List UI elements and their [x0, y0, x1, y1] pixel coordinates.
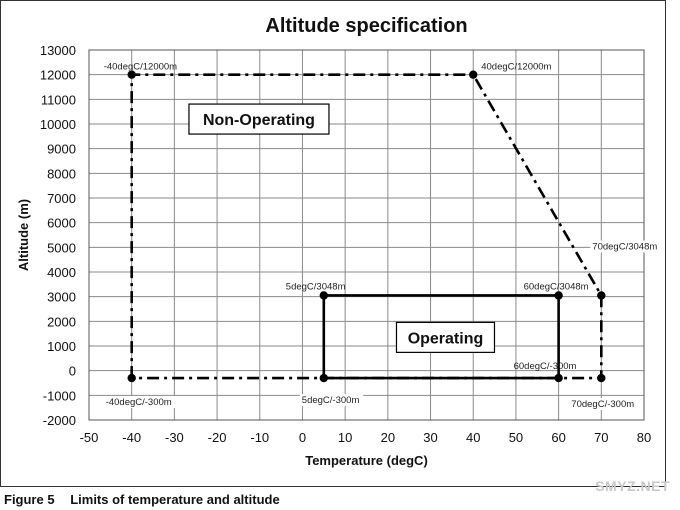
data-point-marker: [597, 291, 606, 300]
watermark: SMYZ.NET: [595, 478, 670, 494]
point-label: -40degC/12000m: [104, 62, 177, 73]
point-label-background: [299, 394, 364, 407]
y-tick-label: 4000: [47, 265, 76, 280]
plot-area: [88, 49, 645, 421]
x-tick-label: -30: [165, 430, 184, 445]
x-tick-label: 50: [509, 430, 523, 445]
point-label: 70degC/-300m: [571, 399, 634, 410]
x-tick-label: 20: [381, 430, 395, 445]
y-tick-label: 3000: [47, 290, 76, 305]
data-point-marker: [554, 373, 563, 383]
x-tick-label: 10: [338, 430, 352, 445]
x-tick-label: 0: [299, 430, 306, 445]
y-tick-label: 0: [69, 364, 76, 379]
x-tick-label: 80: [637, 430, 651, 445]
operating-region-label: Operating: [408, 330, 484, 347]
data-point-marker: [319, 373, 329, 383]
y-tick-label: 5000: [47, 240, 76, 255]
y-tick-label: -2000: [43, 413, 76, 428]
altitude-chart: Altitude specification -50 -40 -30 -20 -10 0 10…: [16, 15, 660, 468]
x-tick-label: 70: [594, 430, 608, 445]
y-axis-label: Altitude (m): [16, 199, 31, 271]
point-label-background: [590, 240, 660, 253]
point-label: 70degC/3048m: [592, 241, 657, 252]
point-label: 40degC/12000m: [481, 62, 551, 73]
figure-caption: Figure 5 Limits of temperature and altit…: [4, 492, 280, 507]
point-label-background: [569, 398, 639, 411]
data-point-marker: [554, 291, 563, 300]
point-label: 60degC/3048m: [524, 281, 589, 292]
x-tick-label: 60: [551, 430, 565, 445]
x-tick-label: -20: [208, 430, 227, 445]
point-label-background: [103, 396, 178, 409]
non-operating-region-label: Non-Operating: [203, 112, 315, 129]
x-tick-label: -10: [250, 430, 269, 445]
data-point-marker: [597, 373, 606, 383]
y-tick-label: 8000: [47, 166, 76, 181]
x-tick-label: -50: [80, 430, 99, 445]
x-tick-label: -40: [122, 430, 141, 445]
y-tick-label: 13000: [40, 43, 76, 58]
region-label-box: [188, 103, 330, 135]
y-tick-label: 1000: [47, 339, 76, 354]
y-tick-label: 10000: [40, 117, 76, 132]
data-point-marker: [319, 291, 329, 300]
y-tick-label: 12000: [40, 68, 76, 83]
x-tick-label: 40: [466, 430, 480, 445]
y-tick-label: -1000: [43, 388, 76, 403]
y-tick-label: 11000: [41, 92, 76, 107]
data-point-marker: [127, 373, 136, 383]
y-tick-label: 9000: [47, 142, 76, 157]
data-point-marker: [127, 70, 136, 79]
point-label: -40degC/-300m: [106, 397, 172, 408]
figure-number: Figure 5: [4, 492, 55, 507]
x-axis-label: Temperature (degC): [305, 453, 428, 468]
y-tick-label: 2000: [47, 314, 76, 329]
y-tick-label: 6000: [47, 216, 76, 231]
data-point-marker: [469, 70, 478, 79]
point-label: 5degC/-300m: [302, 395, 360, 406]
region-label-box: [395, 321, 496, 353]
y-tick-label: 7000: [47, 191, 76, 206]
x-tick-label: 30: [423, 430, 437, 445]
point-label: 5degC/3048m: [286, 281, 346, 292]
figure-caption-text: Limits of temperature and altitude: [70, 492, 280, 507]
point-label: 60degC/-300m: [514, 361, 577, 372]
chart-title: Altitude specification: [265, 15, 467, 37]
